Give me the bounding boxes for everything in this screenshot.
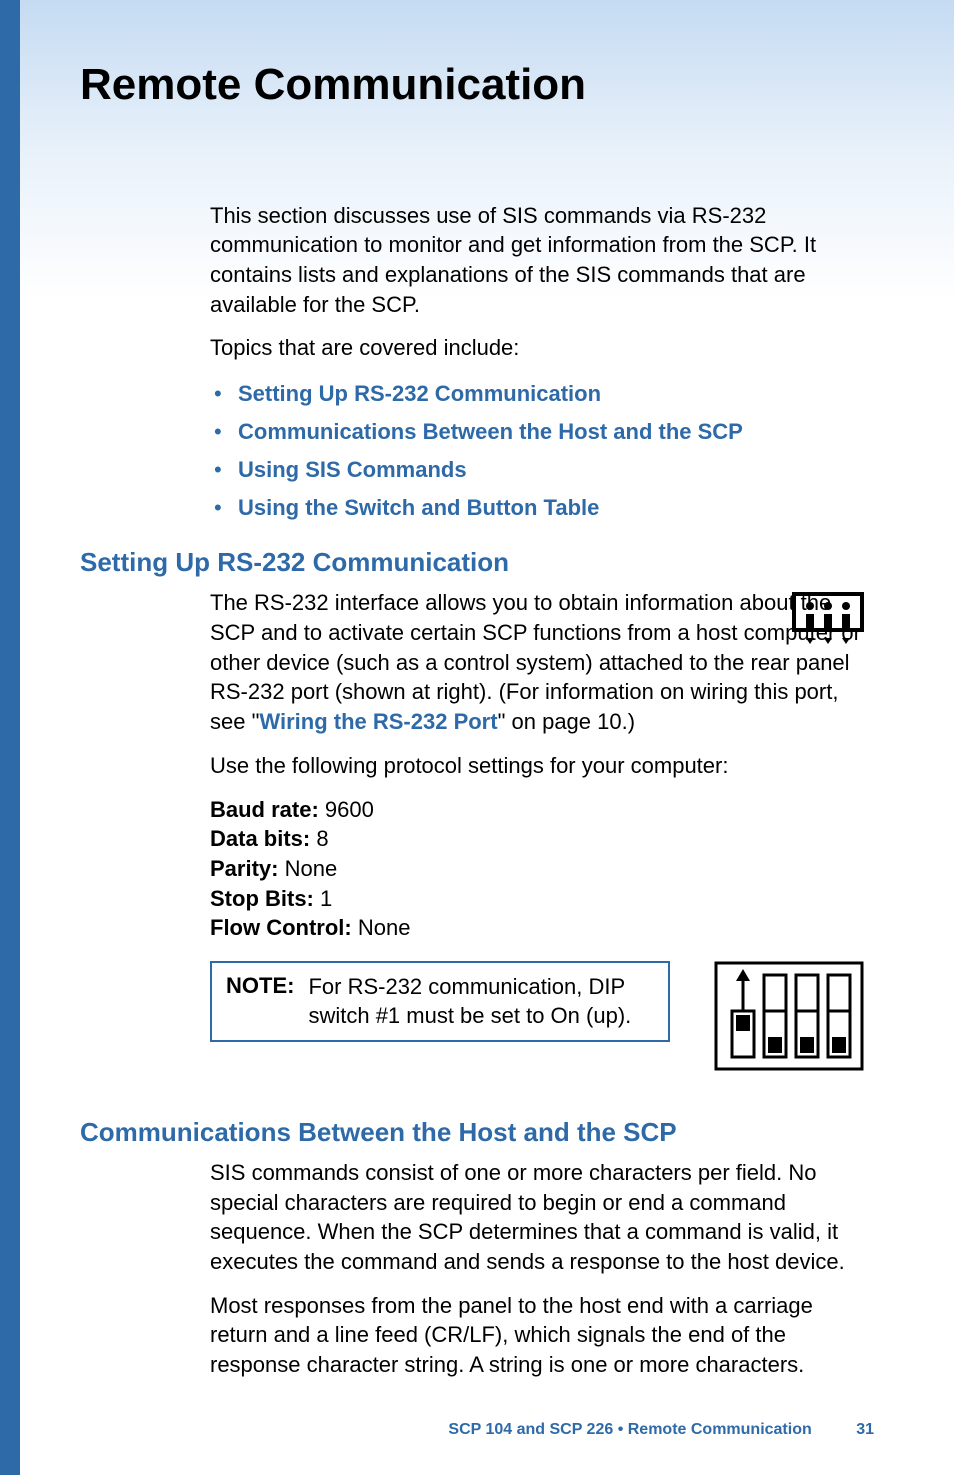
databits-label: Data bits:	[210, 826, 310, 851]
protocol-settings: Baud rate: 9600 Data bits: 8 Parity: Non…	[210, 795, 864, 943]
note-wrap: NOTE: For RS-232 communication, DIP swit…	[210, 961, 864, 1081]
page: Remote Communication This section discus…	[0, 0, 954, 1475]
section2-para2: Most responses from the panel to the hos…	[210, 1291, 864, 1380]
flow-label: Flow Control:	[210, 915, 352, 940]
protocol-row-parity: Parity: None	[210, 854, 864, 884]
body-column: This section discusses use of SIS comman…	[210, 201, 864, 526]
topic-link-sis[interactable]: Using SIS Commands	[238, 457, 467, 482]
section-heading-comms: Communications Between the Host and the …	[80, 1117, 874, 1148]
note-label: NOTE:	[226, 973, 294, 999]
section2-para1: SIS commands consist of one or more char…	[210, 1158, 864, 1277]
list-item: Communications Between the Host and the …	[210, 415, 864, 449]
intro-paragraph: This section discusses use of SIS comman…	[210, 201, 864, 320]
topics-lead: Topics that are covered include:	[210, 333, 864, 363]
topic-link-switch-table[interactable]: Using the Switch and Button Table	[238, 495, 599, 520]
protocol-row-stopbits: Stop Bits: 1	[210, 884, 864, 914]
note-text: For RS-232 communication, DIP switch #1 …	[308, 973, 654, 1030]
wiring-rs232-link[interactable]: Wiring the RS-232 Port	[259, 709, 497, 734]
databits-value: 8	[316, 826, 328, 851]
topic-link-setup[interactable]: Setting Up RS-232 Communication	[238, 381, 601, 406]
footer-page-number: 31	[856, 1421, 874, 1438]
stopbits-value: 1	[320, 886, 332, 911]
page-title: Remote Communication	[80, 60, 874, 111]
section1-para1-post: " on page 10.)	[498, 709, 635, 734]
topics-list: Setting Up RS-232 Communication Communic…	[210, 377, 864, 525]
rs232-port-icon	[792, 592, 864, 649]
section1-body: The RS-232 interface allows you to obtai…	[210, 588, 864, 1081]
baud-value: 9600	[325, 797, 374, 822]
parity-label: Parity:	[210, 856, 278, 881]
section2-body: SIS commands consist of one or more char…	[210, 1158, 864, 1380]
left-accent-bar	[0, 0, 20, 1475]
parity-value: None	[285, 856, 338, 881]
stopbits-label: Stop Bits:	[210, 886, 314, 911]
list-item: Using the Switch and Button Table	[210, 491, 864, 525]
list-item: Using SIS Commands	[210, 453, 864, 487]
note-box: NOTE: For RS-232 communication, DIP swit…	[210, 961, 670, 1042]
dip-switch-icon	[714, 961, 864, 1076]
content-area: Remote Communication This section discus…	[80, 60, 874, 1380]
section-heading-setup: Setting Up RS-232 Communication	[80, 547, 874, 578]
page-footer: SCP 104 and SCP 226 • Remote Communicati…	[448, 1421, 874, 1439]
flow-value: None	[358, 915, 411, 940]
protocol-row-flow: Flow Control: None	[210, 913, 864, 943]
topic-link-comms[interactable]: Communications Between the Host and the …	[238, 419, 743, 444]
baud-label: Baud rate:	[210, 797, 319, 822]
protocol-row-databits: Data bits: 8	[210, 824, 864, 854]
protocol-row-baud: Baud rate: 9600	[210, 795, 864, 825]
section1-para1: The RS-232 interface allows you to obtai…	[210, 588, 864, 736]
footer-title: SCP 104 and SCP 226 • Remote Communicati…	[448, 1421, 811, 1438]
list-item: Setting Up RS-232 Communication	[210, 377, 864, 411]
section1-para2: Use the following protocol settings for …	[210, 751, 864, 781]
